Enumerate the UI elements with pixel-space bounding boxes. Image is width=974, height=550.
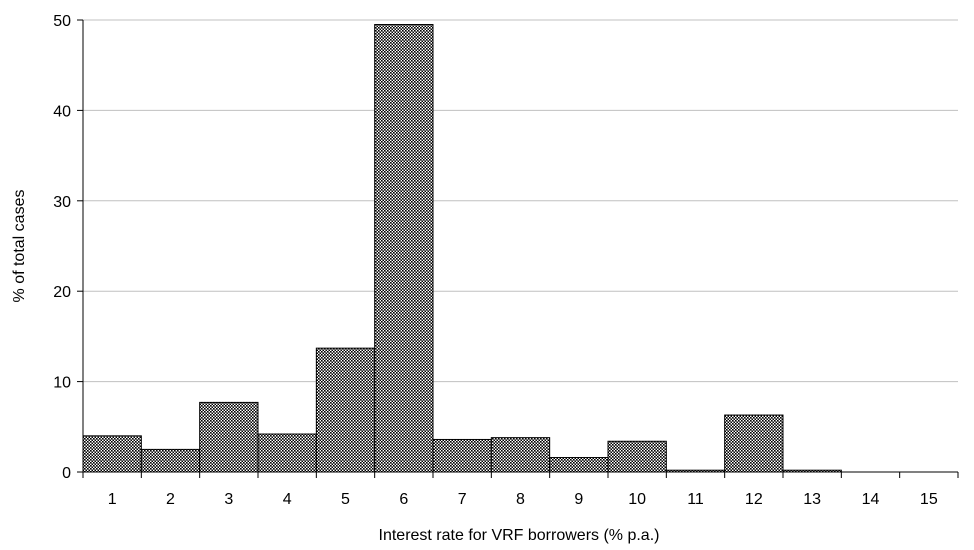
x-tick-label: 3 [224,491,233,508]
bar-9 [549,457,609,473]
x-tick-label: 13 [803,491,821,508]
x-tick-label: 6 [399,491,408,508]
y-axis-title: % of total cases [11,190,28,303]
y-tick-label: 0 [62,465,71,482]
bar-7 [432,438,492,473]
x-tick-label: 10 [628,491,646,508]
x-tick-label: 7 [458,491,467,508]
bars [82,24,842,473]
bar-4 [257,433,317,473]
axes [77,19,959,478]
y-tick-label: 40 [53,103,71,120]
gridlines [83,19,958,383]
x-tick-label: 14 [862,491,880,508]
x-tick-label: 1 [108,491,117,508]
y-tick-label: 10 [53,375,71,392]
x-tick-label: 8 [516,491,525,508]
x-tick-label: 4 [283,491,292,508]
y-tick-label: 30 [53,194,71,211]
x-axis-title: Interest rate for VRF borrowers (% p.a.) [379,527,660,544]
bar-1 [82,435,142,473]
bar-3 [199,401,259,473]
x-tick-label: 11 [687,491,704,508]
y-tick-label: 20 [53,284,71,301]
x-tick-label: 5 [341,491,350,508]
bar-8 [490,437,551,473]
bar-2 [140,448,201,473]
bar-6 [374,24,434,473]
x-tick-label: 2 [166,491,175,508]
x-tick-label: 9 [574,491,583,508]
bar-12 [724,414,784,473]
x-tick-label: 12 [745,491,763,508]
x-tick-label: 15 [920,491,938,508]
bar-5 [315,347,376,473]
bar-10 [607,440,667,473]
y-tick-label: 50 [53,13,71,30]
